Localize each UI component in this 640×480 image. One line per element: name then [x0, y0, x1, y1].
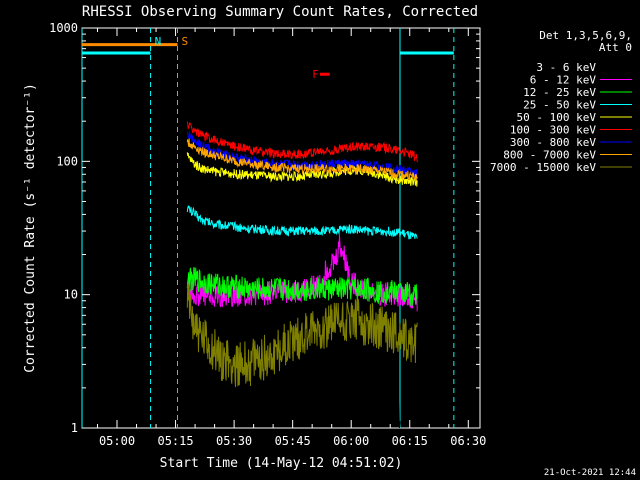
- y-tick-label-2: 100: [56, 154, 78, 168]
- legend-header-line-1: Det 1,3,5,6,9,: [539, 29, 632, 42]
- legend-label-6: 300 - 800 keV: [510, 136, 596, 149]
- x-tick-label-2: 05:30: [216, 434, 252, 448]
- annotation-N: N: [155, 35, 162, 48]
- series-line-8: [186, 283, 418, 388]
- x-axis-label: Start Time (14-May-12 04:51:02): [160, 456, 403, 471]
- legend-header-line-2: Att 0: [599, 41, 632, 54]
- legend-label-2: 12 - 25 keV: [523, 86, 596, 99]
- legend-label-0: 3 - 6 keV: [536, 61, 596, 74]
- y-axis-label: Corrected Count Rate (s⁻¹ detector⁻¹): [23, 83, 38, 373]
- series-line-5: [186, 121, 418, 163]
- data-layer: N S F: [81, 28, 455, 429]
- series-line-2: [186, 266, 418, 306]
- x-tick-label-1: 05:15: [157, 434, 193, 448]
- x-tick-label-6: 06:30: [450, 434, 486, 448]
- legend-label-1: 6 - 12 keV: [530, 74, 597, 87]
- legend-label-7: 800 - 7000 keV: [503, 149, 596, 162]
- series-line-1: [187, 234, 418, 312]
- x-tick-label-5: 06:15: [392, 434, 428, 448]
- legend-label-4: 50 - 100 keV: [517, 111, 597, 124]
- x-tick-label-0: 05:00: [99, 434, 135, 448]
- y-tick-label-3: 1000: [49, 21, 78, 35]
- series-line-7: [186, 138, 418, 182]
- legend-label-3: 25 - 50 keV: [523, 99, 596, 112]
- y-tick-label-1: 10: [64, 288, 78, 302]
- date-stamp: 21-Oct-2021 12:44: [544, 468, 636, 478]
- series-line-3: [186, 204, 418, 240]
- x-tick-label-3: 05:45: [275, 434, 311, 448]
- axis-layer: 05:00 05:15 05:30 05:45 06:00 06:15 06:30 1 10 10…: [49, 21, 486, 448]
- x-tick-label-4: 06:00: [333, 434, 369, 448]
- y-tick-label-0: 1: [71, 421, 78, 435]
- legend-label-5: 100 - 300 keV: [510, 124, 596, 137]
- annotation-S: S: [182, 35, 189, 48]
- series-line-4: [186, 152, 418, 187]
- legend-label-8: 7000 - 15000 keV: [490, 161, 596, 174]
- chart-title: RHESSI Observing Summary Count Rates, Co…: [82, 4, 478, 20]
- annotation-F: F: [312, 68, 319, 81]
